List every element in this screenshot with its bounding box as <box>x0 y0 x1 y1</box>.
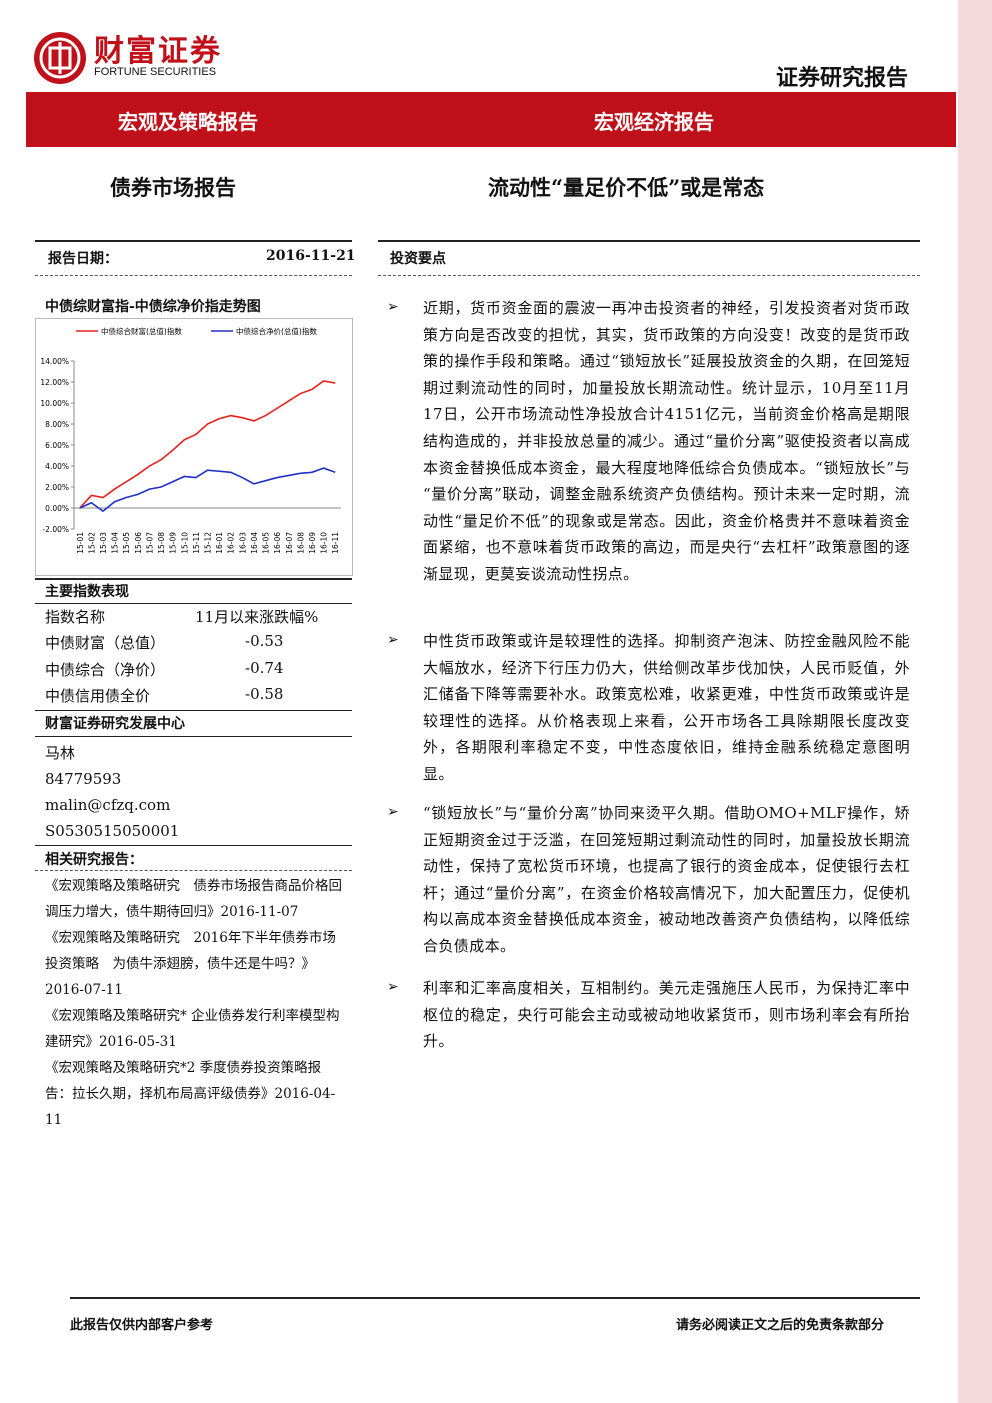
analyst-phone: 84779593 <box>45 770 122 788</box>
related-title: 相关研究报告： <box>45 852 143 868</box>
category-title: 债券市场报告 <box>110 175 236 200</box>
x-tick-label: 15-04 <box>111 532 120 554</box>
date-label: 报告日期： <box>48 251 118 267</box>
center: 财富证券研究发展中心 <box>45 716 185 732</box>
index-change: -0.74 <box>245 658 284 677</box>
chart-title: 中债综财富指-中债综净价指走势图 <box>45 299 261 315</box>
y-tick-label: 2.00% <box>45 483 69 492</box>
brand: 财富证券 <box>94 34 222 69</box>
footer-right: 请务必阅读正文之后的免责条款部分 <box>676 1318 885 1333</box>
x-tick-label: 15-09 <box>169 532 178 554</box>
y-tick-label: -2.00% <box>42 525 69 534</box>
x-tick-label: 15-08 <box>157 532 166 554</box>
related-item: 《宏观策略及策略研究 2016年下半年债券市场投资策略 为债牛添翅膀，债牛还是牛… <box>45 930 336 998</box>
report-title: 流动性“量足价不低”或是常态 <box>488 175 765 200</box>
index-name: 中债财富（总值） <box>45 634 166 652</box>
x-tick-label: 15-12 <box>204 532 213 554</box>
doc-type: 证券研究报告 <box>776 65 909 91</box>
legend-label: 中债综合财富(总值)指数 <box>101 326 182 336</box>
x-tick-label: 16-06 <box>273 532 282 554</box>
table-row: 中债信用债全价 -0.58 <box>45 685 345 712</box>
x-tick-label: 16-10 <box>320 532 329 554</box>
date-value: 2016-11-21 <box>266 248 356 264</box>
x-tick-label: 16-01 <box>215 532 224 554</box>
index-change: -0.58 <box>245 685 284 703</box>
y-tick-label: 4.00% <box>45 462 69 471</box>
logo <box>34 32 86 84</box>
x-tick-label: 16-07 <box>285 532 294 554</box>
y-tick-label: 12.00% <box>40 378 69 387</box>
banner-right: 宏观经济报告 <box>594 110 714 134</box>
summary-title: 投资要点 <box>390 251 446 267</box>
x-tick-label: 15-03 <box>99 532 108 554</box>
y-tick-label: 6.00% <box>45 441 69 450</box>
table-header: 11月以来涨跌幅% <box>195 608 319 626</box>
index-name: 中债综合（净价） <box>45 660 166 679</box>
analyst-license: S0530515050001 <box>45 822 180 840</box>
table-row: 中债综合（净价） -0.74 <box>45 659 345 686</box>
x-tick-label: 16-05 <box>262 532 271 554</box>
analyst-name: 马林 <box>45 744 76 762</box>
x-tick-label: 15-11 <box>192 532 201 554</box>
paragraph: “锁短放长”与“量价分离”协同来烫平久期。借助OMO+MLF操作，矫正短期资金过… <box>423 804 910 955</box>
analyst-email: malin@cfzq.com <box>45 796 171 814</box>
table-header: 指数名称 <box>45 608 106 626</box>
bullet-icon: ➢ <box>387 804 399 820</box>
index-change: -0.53 <box>245 632 284 650</box>
y-tick-label: 14.00% <box>40 357 69 366</box>
bullet-icon: ➢ <box>387 979 399 995</box>
related-list: 《宏观策略及策略研究 债券市场报告商品价格回调压力增大，债牛期待回归》2016-… <box>45 873 345 1133</box>
series-line <box>79 380 336 509</box>
x-tick-label: 15-10 <box>180 532 189 554</box>
x-tick-label: 16-09 <box>308 532 317 554</box>
y-tick-label: 10.00% <box>40 399 69 408</box>
related-item: 《宏观策略及策略研究*2 季度债券投资策略报告：拉长久期，择机布局高评级债券》2… <box>45 1060 336 1128</box>
paragraph: 近期，货币资金面的震波一再冲击投资者的神经，引发投资者对货币政策方向是否改变的担… <box>423 299 910 583</box>
bullet-icon: ➢ <box>387 632 399 648</box>
paragraph: 中性货币政策或许是较理性的选择。抑制资产泡沫、防控金融风险不能大幅放水，经济下行… <box>423 632 910 783</box>
y-tick-label: 8.00% <box>45 420 69 429</box>
x-tick-label: 16-02 <box>227 532 236 554</box>
chart: -2.00% 0.00% 2.00% 4.00% 6.00% 8.00% 10.00% 12.… <box>35 318 353 576</box>
x-tick-label: 15-06 <box>134 532 143 554</box>
x-tick-label: 15-07 <box>145 532 154 554</box>
bullet-icon: ➢ <box>387 299 399 315</box>
x-tick-label: 16-04 <box>250 532 259 554</box>
related-item: 《宏观策略及策略研究* 企业债券发行利率模型构建研究》2016-05-31 <box>45 1008 340 1050</box>
related-item: 《宏观策略及策略研究 债券市场报告商品价格回调压力增大，债牛期待回归》2016-… <box>45 878 342 920</box>
table-title: 主要指数表现 <box>45 584 129 600</box>
x-tick-label: 15-01 <box>76 532 85 554</box>
x-tick-label: 15-05 <box>122 532 131 554</box>
series-line <box>79 467 336 513</box>
table-row: 中债财富（总值） -0.53 <box>45 632 345 659</box>
legend-label: 中债综合净价(总值)指数 <box>236 326 317 336</box>
index-name: 中债信用债全价 <box>45 687 151 705</box>
side-strip <box>958 0 992 1403</box>
x-tick-label: 16-08 <box>296 532 305 554</box>
banner: 宏观及策略报告 宏观经济报告 <box>26 92 956 147</box>
banner-left: 宏观及策略报告 <box>118 110 258 134</box>
x-tick-label: 16-11 <box>331 532 340 554</box>
analyst: 马林 84779593 malin@cfzq.com S053051505000… <box>45 740 179 844</box>
x-tick-label: 16-03 <box>238 532 247 554</box>
paragraph: 利率和汇率高度相关，互相制约。美元走强施压人民币，为保持汇率中枢位的稳定，央行可… <box>423 979 910 1051</box>
y-tick-label: 0.00% <box>45 504 69 513</box>
footer-left: 此报告仅供内部客户参考 <box>70 1318 214 1333</box>
x-tick-label: 15-02 <box>87 532 96 554</box>
brand-en: FORTUNE SECURITIES <box>94 66 217 78</box>
index-table: 指数名称 11月以来涨跌幅% 中债财富（总值） -0.53 中债综合（净价） -0.74… <box>45 606 345 712</box>
